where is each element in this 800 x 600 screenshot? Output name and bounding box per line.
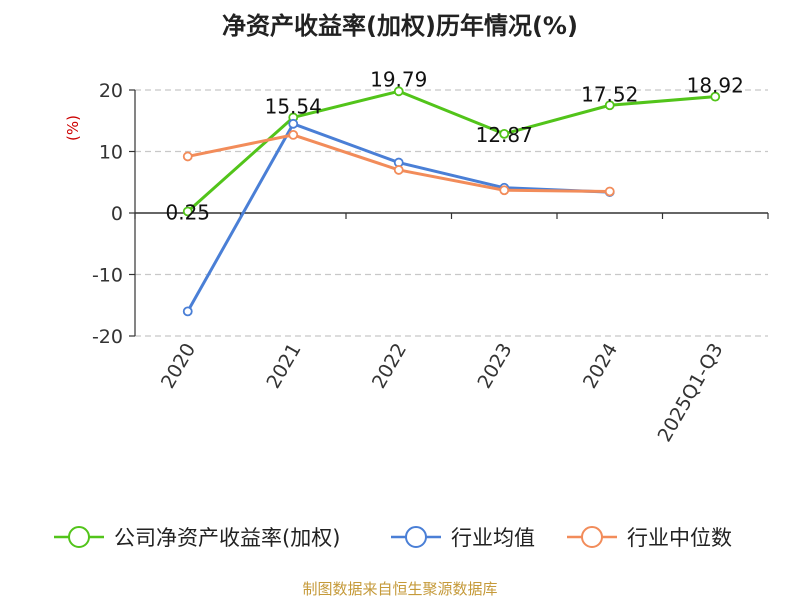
legend-label-2: 行业中位数	[627, 526, 732, 550]
series-point-0	[710, 91, 721, 102]
data-label: 18.92	[687, 74, 744, 98]
legend: 公司净资产收益率(加权) 行业均值 行业中位数	[54, 526, 732, 550]
y-tick-label: -10	[92, 265, 123, 287]
x-tick-label: 2021	[262, 340, 305, 393]
y-axis-label: (%)	[64, 115, 82, 141]
y-tick-label: -20	[92, 326, 123, 348]
series-point-1	[288, 118, 299, 129]
chart-title: 净资产收益率(加权)历年情况(%)	[222, 12, 578, 40]
x-tick-label: 2024	[579, 340, 622, 393]
data-source-note: 制图数据来自恒生聚源数据库	[302, 580, 498, 598]
data-label: 0.25	[165, 200, 210, 224]
series-lines	[182, 86, 721, 317]
data-label: 19.79	[370, 67, 427, 91]
gridlines	[135, 89, 768, 337]
legend-label-1: 行业均值	[451, 526, 535, 550]
data-label: 15.54	[265, 94, 322, 118]
series-point-2	[499, 185, 510, 196]
series-point-2	[604, 186, 615, 197]
series-point-2	[393, 165, 404, 175]
data-label: 12.87	[476, 123, 533, 147]
x-tick-label: 2020	[157, 340, 200, 393]
data-labels: 0.25 15.54 19.79 12.87 17.52 18.92	[165, 67, 743, 224]
series-point-2	[182, 151, 193, 162]
y-tick-label: 20	[99, 80, 123, 102]
series-point-1	[182, 306, 193, 317]
series-point-2	[288, 129, 299, 140]
legend-marker-2	[581, 526, 603, 548]
series-point-0	[182, 206, 193, 217]
y-tick-label: 0	[111, 203, 123, 225]
axes: 20 10 0 -10 -20 (%) 2020 2021 2022 2023 2024 2025Q1…	[64, 80, 769, 446]
x-tick-label: 2025Q1-Q3	[654, 340, 728, 446]
legend-marker-1	[405, 526, 427, 548]
legend-label-0: 公司净资产收益率(加权)	[114, 526, 340, 550]
series-line-0	[186, 89, 716, 213]
x-tick-label: 2022	[368, 340, 411, 393]
legend-marker-0	[68, 526, 90, 548]
series-point-0	[604, 100, 615, 111]
series-point-0	[393, 86, 404, 97]
data-label: 17.52	[581, 82, 638, 106]
x-tick-label: 2023	[473, 340, 516, 393]
series-point-0	[499, 128, 510, 139]
y-tick-label: 10	[99, 142, 123, 164]
